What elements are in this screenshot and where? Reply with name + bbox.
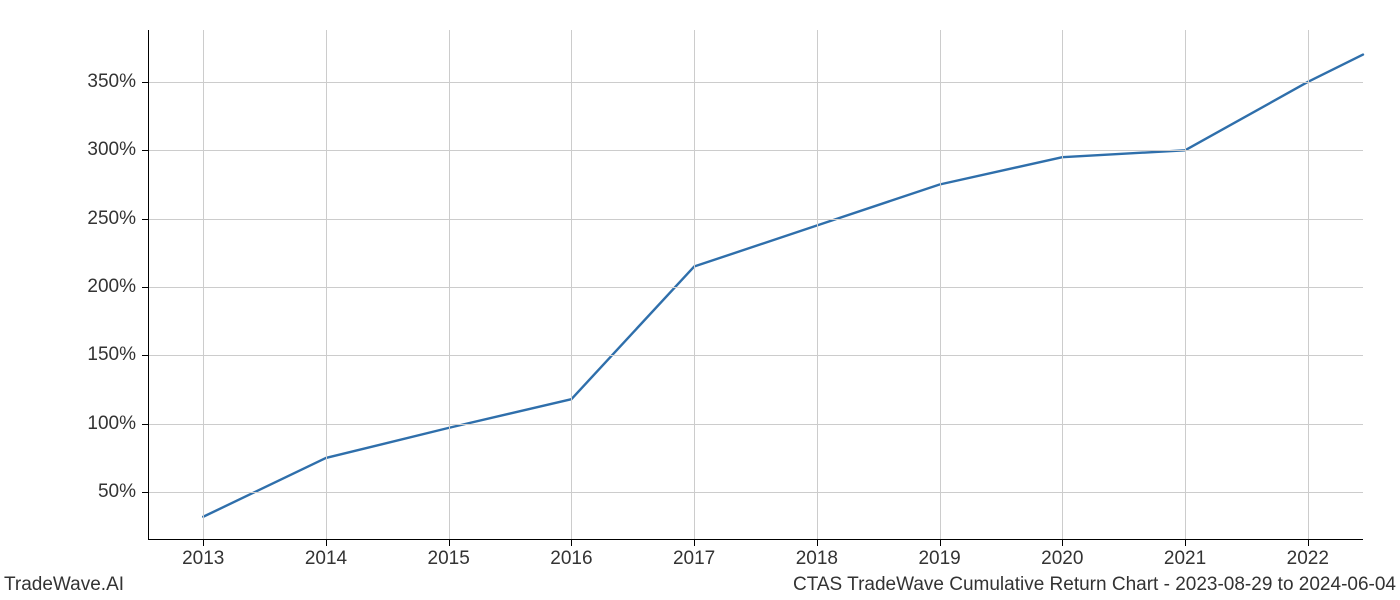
plot-area: 2013201420152016201720182019202020212022…	[148, 30, 1363, 540]
x-tick-mark	[449, 540, 450, 546]
x-tick-label: 2016	[550, 548, 592, 570]
x-tick-label: 2021	[1164, 548, 1206, 570]
x-tick-mark	[1062, 540, 1063, 546]
grid-line-horizontal	[148, 492, 1363, 493]
grid-line-horizontal	[148, 150, 1363, 151]
x-tick-label: 2020	[1041, 548, 1083, 570]
grid-line-vertical	[449, 30, 450, 540]
grid-line-vertical	[571, 30, 572, 540]
y-tick-label: 200%	[87, 276, 136, 298]
grid-line-vertical	[940, 30, 941, 540]
x-tick-label: 2014	[305, 548, 347, 570]
x-tick-mark	[1185, 540, 1186, 546]
grid-line-vertical	[326, 30, 327, 540]
series-line	[148, 30, 1363, 540]
x-tick-mark	[940, 540, 941, 546]
grid-line-vertical	[817, 30, 818, 540]
x-tick-label: 2013	[182, 548, 224, 570]
y-tick-label: 300%	[87, 139, 136, 161]
grid-line-horizontal	[148, 219, 1363, 220]
grid-line-vertical	[1308, 30, 1309, 540]
chart-container: 2013 2014 2015 2016 2017 2018 2019 2020 2021 2022…	[0, 0, 1400, 600]
x-tick-mark	[326, 540, 327, 546]
grid-line-vertical	[1062, 30, 1063, 540]
x-tick-label: 2017	[673, 548, 715, 570]
x-tick-label: 2022	[1287, 548, 1329, 570]
footer-left-text: TradeWave.AI	[4, 574, 124, 596]
x-tick-mark	[1308, 540, 1309, 546]
y-tick-label: 150%	[87, 344, 136, 366]
x-tick-label: 2018	[796, 548, 838, 570]
grid-line-horizontal	[148, 424, 1363, 425]
x-tick-mark	[203, 540, 204, 546]
y-tick-label: 100%	[87, 413, 136, 435]
axis-spine-bottom	[148, 539, 1363, 540]
x-tick-mark	[571, 540, 572, 546]
x-tick-mark	[694, 540, 695, 546]
grid-line-vertical	[1185, 30, 1186, 540]
y-tick-label: 250%	[87, 208, 136, 230]
x-tick-mark	[817, 540, 818, 546]
x-tick-label: 2015	[428, 548, 470, 570]
grid-line-vertical	[694, 30, 695, 540]
grid-line-horizontal	[148, 287, 1363, 288]
axis-spine-left	[148, 30, 149, 540]
x-tick-label: 2019	[918, 548, 960, 570]
grid-line-horizontal	[148, 355, 1363, 356]
grid-line-horizontal	[148, 82, 1363, 83]
y-tick-label: 350%	[87, 71, 136, 93]
grid-line-vertical	[203, 30, 204, 540]
y-tick-label: 50%	[98, 481, 136, 503]
footer-right-text: CTAS TradeWave Cumulative Return Chart -…	[793, 574, 1396, 596]
